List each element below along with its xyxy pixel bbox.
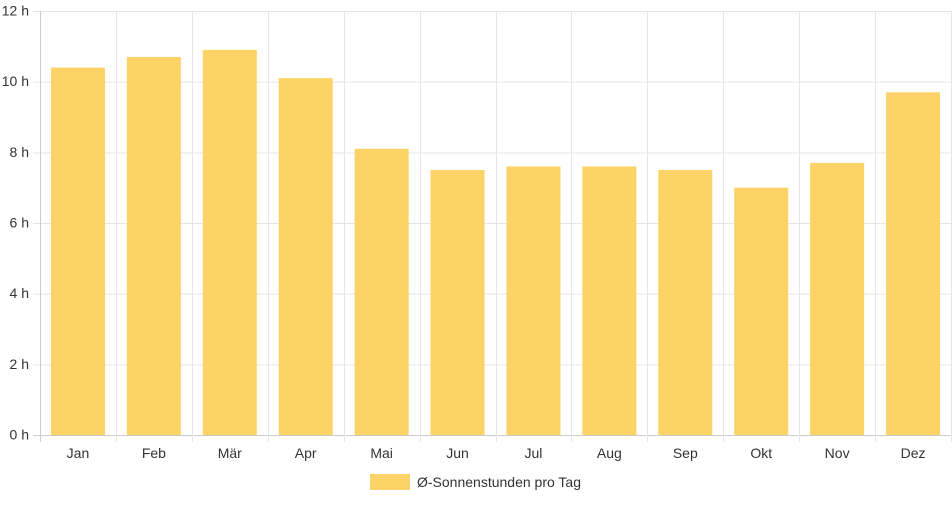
bar-jun[interactable]: [430, 170, 485, 435]
y-tick-label: 6 h: [10, 215, 29, 231]
x-axis: Jan Feb Mär Apr Mai Jun Jul Aug Sep Okt Nov Dez: [67, 445, 926, 461]
y-axis: 0 h 2 h 4 h 6 h 8 h 10 h 12 h: [2, 3, 29, 443]
y-tick-label: 4 h: [10, 285, 29, 301]
legend-label[interactable]: Ø-Sonnenstunden pro Tag: [417, 474, 581, 490]
bar-mär[interactable]: [202, 49, 257, 435]
x-tick-label: Jul: [525, 445, 543, 461]
x-tick-label: Okt: [750, 445, 772, 461]
bar-jul[interactable]: [506, 166, 561, 435]
x-tick-label: Feb: [142, 445, 166, 461]
x-tick-label: Jan: [67, 445, 90, 461]
bars: [50, 49, 941, 436]
y-tick-label: 8 h: [10, 144, 29, 160]
bar-jan[interactable]: [50, 67, 105, 436]
bar-apr[interactable]: [278, 78, 333, 435]
grid-lines: [33, 11, 952, 442]
legend-swatch[interactable]: [370, 474, 410, 490]
x-tick-label: Jun: [446, 445, 469, 461]
y-tick-label: 2 h: [10, 356, 29, 372]
bar-mai[interactable]: [354, 148, 409, 436]
x-tick-label: Mär: [218, 445, 242, 461]
y-tick-label: 10 h: [2, 73, 29, 89]
legend[interactable]: Ø-Sonnenstunden pro Tag: [370, 474, 581, 490]
bar-sep[interactable]: [658, 170, 713, 435]
bar-aug[interactable]: [582, 166, 637, 435]
bar-feb[interactable]: [126, 56, 181, 435]
bar-dez[interactable]: [886, 92, 941, 436]
x-tick-label: Apr: [295, 445, 317, 461]
x-tick-label: Mai: [370, 445, 393, 461]
x-tick-label: Aug: [597, 445, 622, 461]
x-tick-label: Sep: [673, 445, 698, 461]
x-tick-label: Dez: [901, 445, 926, 461]
bar-nov[interactable]: [810, 162, 865, 435]
bar-okt[interactable]: [734, 187, 789, 435]
y-tick-label: 12 h: [2, 3, 29, 19]
x-tick-label: Nov: [825, 445, 850, 461]
y-tick-label: 0 h: [10, 427, 29, 443]
